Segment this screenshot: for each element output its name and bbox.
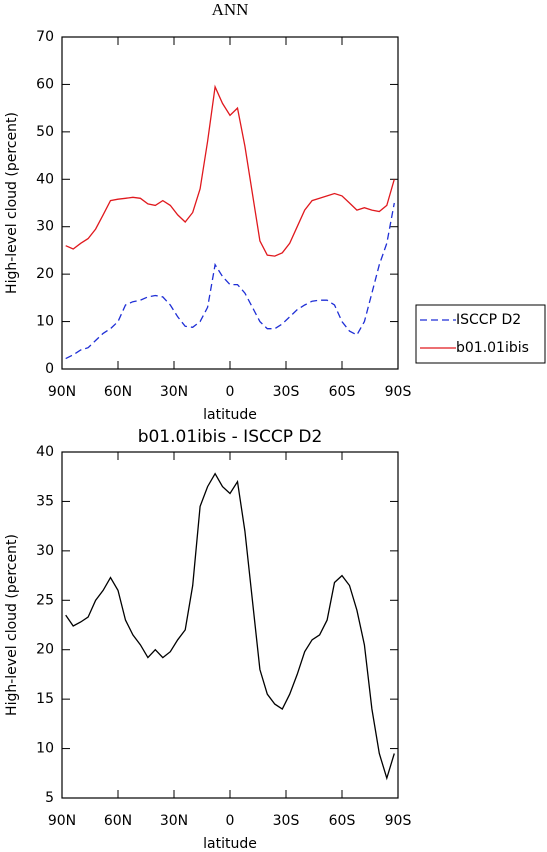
y-tick-label: 50	[36, 124, 54, 140]
series-line	[65, 202, 395, 360]
x-tick-label: 30N	[160, 813, 188, 829]
y-tick-label: 20	[36, 642, 54, 658]
y-axis-label: High-level cloud (percent)	[4, 112, 20, 294]
y-tick-label: 10	[36, 314, 54, 330]
x-tick-label: 30S	[273, 384, 300, 400]
y-axis-label: High-level cloud (percent)	[4, 534, 20, 716]
y-tick-label: 40	[36, 171, 54, 187]
series-line	[65, 84, 395, 257]
x-tick-label: 90S	[385, 813, 412, 829]
x-tick-label: 90N	[48, 813, 76, 829]
legend-label: ISCCP D2	[456, 312, 521, 328]
y-tick-label: 5	[45, 790, 54, 806]
plot-frame	[61, 451, 399, 799]
y-tick-label: 30	[36, 219, 54, 235]
y-tick-label: 70	[36, 29, 54, 45]
y-tick-label: 10	[36, 741, 54, 757]
x-tick-label: 90S	[385, 384, 412, 400]
x-tick-label: 90N	[48, 384, 76, 400]
chart-title: ANN	[212, 0, 249, 19]
y-tick-label: 0	[45, 361, 54, 377]
series-line	[65, 472, 395, 781]
y-tick-label: 15	[36, 691, 54, 707]
x-tick-label: 30N	[160, 384, 188, 400]
x-tick-label: 30S	[273, 813, 300, 829]
legend-box	[415, 304, 546, 364]
x-tick-label: 0	[226, 384, 235, 400]
y-tick-label: 20	[36, 266, 54, 282]
y-tick-label: 60	[36, 76, 54, 92]
y-tick-label: 40	[36, 444, 54, 460]
x-tick-label: 60N	[104, 384, 132, 400]
plot-frame	[61, 36, 399, 370]
x-tick-label: 60N	[104, 813, 132, 829]
y-tick-label: 25	[36, 592, 54, 608]
y-tick-label: 30	[36, 543, 54, 559]
x-axis-label: latitude	[203, 836, 257, 852]
x-tick-label: 60S	[329, 384, 356, 400]
y-tick-label: 35	[36, 493, 54, 509]
x-tick-label: 60S	[329, 813, 356, 829]
legend-label: b01.01ibis	[456, 340, 529, 356]
chart-title: b01.01ibis - ISCCP D2	[138, 427, 323, 447]
x-axis-label: latitude	[203, 407, 257, 423]
x-tick-label: 0	[226, 813, 235, 829]
